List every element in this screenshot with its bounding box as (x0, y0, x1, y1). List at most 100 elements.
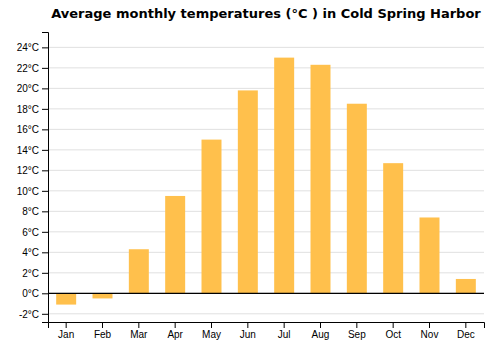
y-tick-mark (42, 170, 48, 171)
bar (347, 104, 367, 294)
y-tick-label: 22°C (17, 63, 39, 74)
grid (48, 47, 484, 313)
y-tick-mark (42, 314, 48, 315)
x-tick: Aug (312, 322, 330, 340)
x-tick-label: May (202, 329, 221, 340)
x-tick: Jan (58, 322, 74, 340)
x-tick-label: Feb (94, 329, 112, 340)
y-tick-mark (42, 88, 48, 89)
grid-line (48, 67, 484, 68)
y-tick: 12°C (17, 165, 48, 176)
y-tick-label: 24°C (17, 42, 39, 53)
bar (165, 196, 185, 293)
y-tick-mark (42, 293, 48, 294)
chart: -2°C 0°C 2°C 4°C 6°C 8°C 10°C 12°C 14°C 16°C 18°C 2… (0, 0, 500, 350)
y-tick-label: 6°C (22, 227, 39, 238)
x-tick-label: Oct (385, 329, 401, 340)
x-tick-mark (138, 322, 139, 328)
grid-line (48, 170, 484, 171)
x-axis-line (49, 323, 485, 329)
x-tick: May (202, 322, 221, 340)
x-tick-label: Aug (312, 329, 330, 340)
y-tick: 6°C (22, 227, 48, 238)
grid-line (48, 252, 484, 253)
y-tick-mark (42, 191, 48, 192)
x-axis: Jan Feb Mar Apr May Jun Jul Aug Sep Oct Nov Dec (49, 322, 485, 340)
bar (456, 279, 476, 293)
bar (238, 90, 258, 293)
y-tick-label: 20°C (17, 83, 39, 94)
grid-line (48, 211, 484, 212)
title: Average monthly temperatures (°C ) in Co… (51, 6, 481, 21)
grid-line (48, 149, 484, 150)
x-tick-label: Jun (240, 329, 256, 340)
plot: -2°C 0°C 2°C 4°C 6°C 8°C 10°C 12°C 14°C 16°C 18°C 2… (17, 33, 485, 341)
y-tick: 2°C (22, 268, 48, 279)
x-tick-mark (247, 322, 248, 328)
x-tick: Oct (385, 322, 401, 340)
grid-line (48, 272, 484, 273)
x-tick: Mar (130, 322, 148, 340)
y-tick-mark (42, 109, 48, 110)
y-tick-label: 18°C (17, 104, 39, 115)
zero-line (48, 293, 484, 294)
bars (56, 58, 476, 305)
y-tick: 14°C (17, 145, 48, 156)
x-tick: Apr (167, 322, 183, 340)
y-tick: 4°C (22, 247, 48, 258)
grid-line (48, 129, 484, 130)
y-tick-label: 10°C (17, 186, 39, 197)
x-tick-label: Sep (348, 329, 366, 340)
y-tick-label: -2°C (19, 309, 39, 320)
y-tick-label: 16°C (17, 124, 39, 135)
y-tick-mark (42, 47, 48, 48)
bar (274, 58, 294, 294)
grid-line (48, 190, 484, 191)
grid-line (48, 231, 484, 232)
x-tick-label: Mar (130, 329, 148, 340)
y-tick-label: 0°C (22, 288, 39, 299)
y-tick: 20°C (17, 83, 48, 94)
x-tick-mark (175, 322, 176, 328)
y-tick: 10°C (17, 186, 48, 197)
y-tick-label: 12°C (17, 165, 39, 176)
y-tick-mark (42, 232, 48, 233)
bar (420, 217, 440, 293)
bar (311, 65, 331, 294)
x-tick-label: Nov (421, 329, 439, 340)
y-tick-label: 8°C (22, 206, 39, 217)
grid-line (48, 313, 484, 314)
x-tick: Sep (348, 322, 366, 340)
x-tick-label: Jan (58, 329, 74, 340)
y-tick: 8°C (22, 206, 48, 217)
x-tick-mark (465, 322, 466, 328)
x-tick-label: Dec (457, 329, 475, 340)
y-tick-mark (42, 252, 48, 253)
bar (129, 249, 149, 293)
y-tick: 24°C (17, 42, 48, 53)
y-axis-line (42, 33, 49, 323)
x-tick-mark (356, 322, 357, 328)
x-tick-label: Apr (167, 329, 183, 340)
y-tick-mark (42, 150, 48, 151)
y-tick: 0°C (22, 288, 48, 299)
x-tick-mark (429, 322, 430, 328)
x-tick-label: Jul (278, 329, 291, 340)
grid-line (48, 47, 484, 48)
grid-line (48, 88, 484, 89)
x-tick-mark (102, 322, 103, 328)
bar (56, 293, 76, 304)
bar (93, 293, 113, 298)
y-tick: -2°C (19, 309, 48, 320)
y-tick-mark (42, 273, 48, 274)
x-tick-mark (284, 322, 285, 328)
y-tick: 16°C (17, 124, 48, 135)
grid-line (48, 293, 484, 294)
x-tick: Jun (240, 322, 256, 340)
y-tick-label: 14°C (17, 145, 39, 156)
bar (383, 163, 403, 293)
y-axis: -2°C 0°C 2°C 4°C 6°C 8°C 10°C 12°C 14°C 16°C 18°C 2… (17, 33, 49, 323)
x-tick: Feb (94, 322, 112, 340)
y-tick: 18°C (17, 104, 48, 115)
grid-line (48, 108, 484, 109)
